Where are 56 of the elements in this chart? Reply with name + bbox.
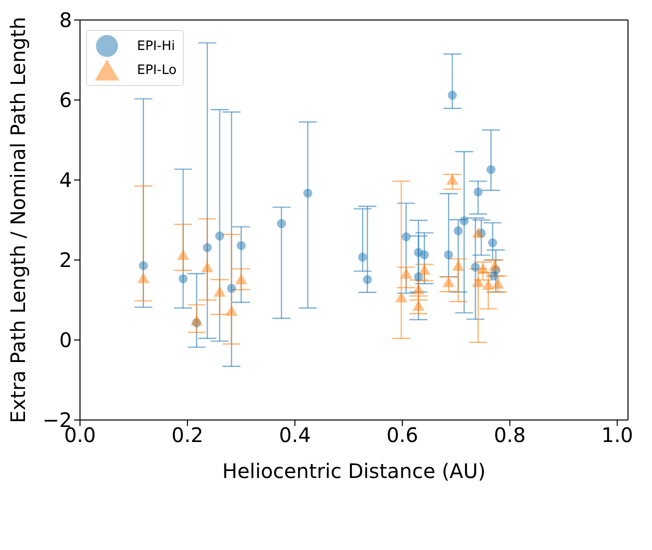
point — [303, 188, 312, 198]
point — [454, 226, 463, 236]
y-tick-label: 6 — [59, 88, 72, 112]
point — [474, 187, 483, 197]
point — [472, 227, 484, 238]
point — [444, 250, 454, 260]
point — [412, 284, 425, 294]
point — [488, 260, 501, 271]
point — [177, 249, 190, 260]
point — [412, 300, 425, 311]
point — [178, 274, 188, 284]
point — [226, 284, 236, 293]
point — [201, 262, 214, 272]
point — [358, 252, 368, 262]
point — [442, 276, 455, 288]
point — [488, 238, 498, 248]
y-tick-label: 0 — [59, 328, 72, 352]
point — [414, 272, 423, 282]
point — [190, 314, 203, 326]
point — [402, 232, 411, 242]
legend-label: EPI-Hi — [137, 38, 175, 54]
point — [225, 305, 238, 316]
point — [420, 250, 429, 260]
x-axis-title: Heliocentric Distance (AU) — [222, 459, 486, 483]
y-tick-label: 4 — [59, 168, 72, 192]
point — [214, 286, 226, 297]
point — [472, 276, 484, 288]
point — [215, 231, 224, 241]
point — [395, 292, 408, 302]
point — [235, 274, 248, 284]
point — [492, 278, 504, 289]
point — [400, 268, 412, 279]
x-tick-label: 0.8 — [494, 423, 526, 448]
legend-label: EPI-Lo — [137, 62, 177, 78]
point — [137, 272, 150, 284]
point — [470, 262, 480, 272]
point — [482, 279, 494, 290]
point — [448, 90, 457, 100]
x-tick-label: 1.0 — [601, 423, 634, 448]
point — [138, 261, 148, 270]
point — [362, 275, 372, 284]
point — [460, 216, 469, 226]
point — [452, 260, 464, 271]
point — [202, 243, 212, 252]
point — [418, 264, 430, 275]
point — [276, 219, 286, 228]
point — [236, 241, 246, 250]
x-tick-label: 0.2 — [172, 423, 204, 448]
y-axis-title: Extra Path Length / Nominal Path Length — [6, 16, 30, 424]
x-tick-label: 0.6 — [386, 423, 418, 448]
point — [486, 165, 496, 174]
y-tick-label: 8 — [59, 8, 72, 32]
point — [489, 271, 498, 281]
point — [476, 263, 490, 274]
y-tick-label: 2 — [59, 248, 72, 272]
x-tick-label: 0.4 — [278, 423, 311, 448]
